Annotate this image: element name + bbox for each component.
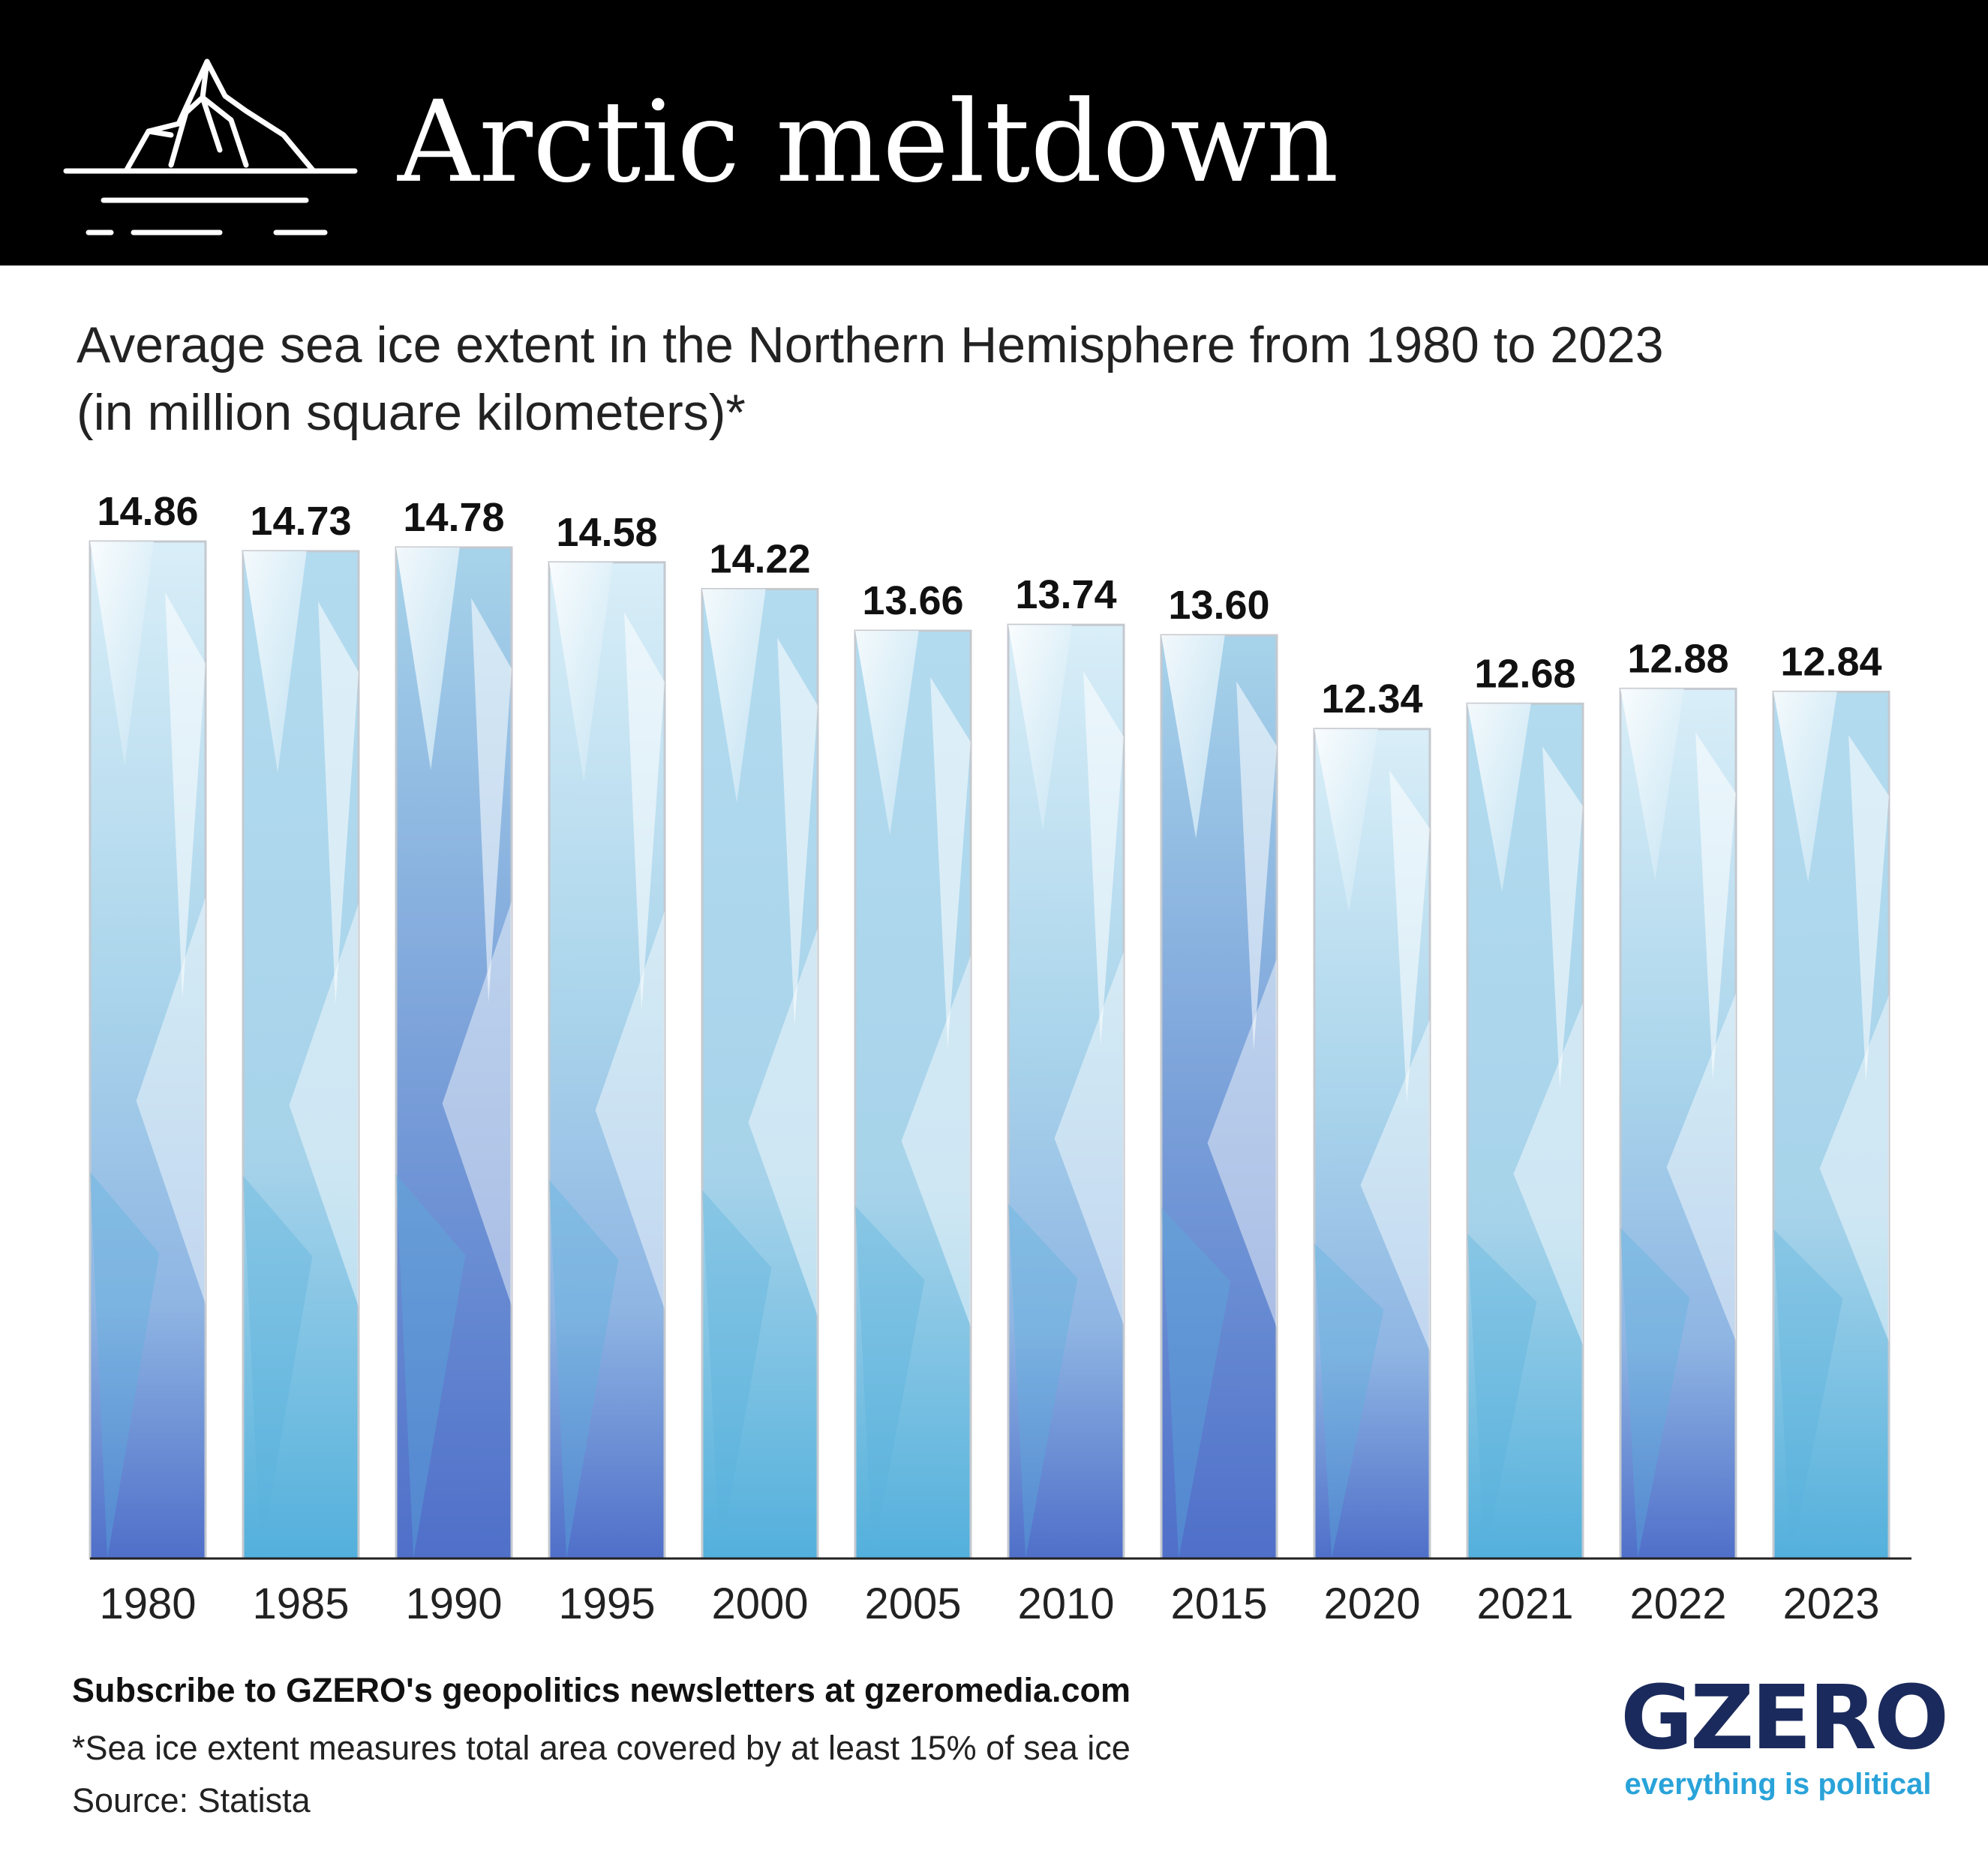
data-label: 13.74 [1015, 572, 1116, 617]
ice-facet [1314, 1243, 1384, 1558]
bar-group [89, 540, 207, 1560]
ice-facet [1773, 692, 1837, 883]
ice-facet [1054, 951, 1124, 1325]
brand-name: GZERO [1620, 1666, 1949, 1769]
ice-facet [702, 589, 766, 802]
ice-facet [396, 1174, 466, 1558]
ice-facet [1207, 958, 1277, 1328]
ice-facet [1819, 994, 1889, 1342]
data-label: 12.88 [1627, 636, 1728, 681]
bar-group [1007, 623, 1125, 1560]
brand-tagline: everything is political [1624, 1768, 1932, 1801]
ice-facet [1314, 729, 1378, 912]
bar-group [1772, 690, 1890, 1560]
ice-facet [289, 903, 359, 1307]
ice-facet [1773, 1228, 1843, 1558]
x-tick-label: 2022 [1629, 1580, 1726, 1628]
x-tick-label: 1985 [252, 1580, 349, 1628]
ice-facet [1389, 770, 1430, 1102]
ice-facet [1620, 688, 1684, 880]
bar-group [1160, 634, 1278, 1560]
bar-group [1619, 687, 1737, 1560]
ice-facet [1467, 1233, 1537, 1558]
x-tick-label: 1990 [405, 1580, 502, 1628]
x-tick-label: 1980 [99, 1580, 196, 1628]
ice-facet [855, 631, 919, 836]
ice-facet [855, 1205, 925, 1558]
x-tick-label: 2005 [864, 1580, 961, 1628]
x-tick-label: 2021 [1476, 1580, 1573, 1628]
ice-facet [90, 542, 154, 766]
ice-facet [1161, 635, 1225, 838]
ice-facet [1236, 681, 1277, 1051]
ice-facet [1008, 625, 1072, 830]
subtitle-line-2: (in million square kilometers)* [77, 384, 746, 441]
x-tick-label: 2015 [1170, 1580, 1267, 1628]
ice-facet [165, 592, 206, 1000]
bars-layer [89, 540, 1890, 1560]
bar-group [395, 546, 513, 1560]
ice-facet [1360, 1019, 1430, 1352]
x-tick-label: 2023 [1782, 1580, 1879, 1628]
ice-facet [1848, 735, 1889, 1082]
ice-facet [1467, 704, 1531, 892]
ice-facet [901, 955, 971, 1327]
x-tick-label: 2020 [1323, 1580, 1420, 1628]
ice-facet [136, 897, 206, 1304]
data-label: 14.73 [250, 499, 351, 544]
ice-facet [243, 550, 307, 773]
data-label: 14.22 [709, 536, 810, 581]
ice-facet [624, 612, 665, 1011]
ice-facet [1161, 1208, 1231, 1558]
data-label: 12.68 [1474, 651, 1575, 696]
ice-facet [243, 1175, 313, 1558]
bar-group [701, 587, 819, 1560]
chart-subtitle: Average sea ice extent in the Northern H… [77, 311, 1937, 446]
ice-facet [1008, 1203, 1078, 1558]
page-title: Arctic meltdown [398, 77, 1339, 208]
ice-facet [1513, 1003, 1583, 1346]
x-tick-label: 2000 [711, 1580, 808, 1628]
bar-group [548, 561, 666, 1560]
newsletter-cta: Subscribe to GZERO's geopolitics newslet… [72, 1671, 1131, 1709]
ice-facet [1542, 746, 1583, 1089]
data-label: 13.66 [862, 578, 963, 623]
x-tick-label: 1995 [558, 1580, 655, 1628]
ice-facet [1083, 671, 1124, 1046]
ice-facet [595, 910, 665, 1310]
ice-facet [1695, 732, 1736, 1081]
ice-facet [549, 1180, 619, 1558]
ice-facet [442, 901, 512, 1306]
data-label: 12.34 [1321, 676, 1422, 722]
data-label: 14.58 [556, 510, 657, 555]
iceberg-icon [63, 58, 358, 236]
ice-facet [702, 1190, 772, 1558]
labels-layer: 14.86 1980 14.73 1985 14.78 1990 14.58 1995 14.2… [97, 489, 1881, 1628]
data-label: 12.84 [1780, 639, 1881, 684]
ice-facet [930, 676, 971, 1048]
header-banner: Arctic meltdown [0, 0, 1988, 266]
ice-facet [777, 638, 818, 1026]
bar-group [1313, 728, 1431, 1560]
data-label: 13.60 [1168, 583, 1269, 628]
bar-group [854, 629, 972, 1560]
ice-facet [748, 928, 818, 1316]
data-label: 14.86 [97, 489, 198, 534]
data-label: 14.78 [403, 495, 504, 540]
ice-facet [90, 1172, 160, 1558]
x-tick-label: 2010 [1017, 1580, 1114, 1628]
ice-facet [471, 598, 512, 1003]
subtitle-line-1: Average sea ice extent in the Northern H… [77, 316, 1664, 374]
footnote: *Sea ice extent measures total area cove… [72, 1729, 1131, 1767]
ice-facet [1666, 993, 1736, 1342]
ice-facet [549, 562, 613, 782]
ice-facet [1620, 1228, 1690, 1558]
ice-facet [318, 602, 359, 1005]
source-note: Source: Statista [72, 1781, 311, 1820]
bar-group [242, 550, 360, 1560]
brand-logo: GZERO everything is political [1620, 1666, 1949, 1802]
bar-chart: 14.86 1980 14.73 1985 14.78 1990 14.58 1995 14.2… [89, 489, 1911, 1628]
ice-facet [396, 547, 460, 770]
bar-group [1466, 702, 1584, 1560]
